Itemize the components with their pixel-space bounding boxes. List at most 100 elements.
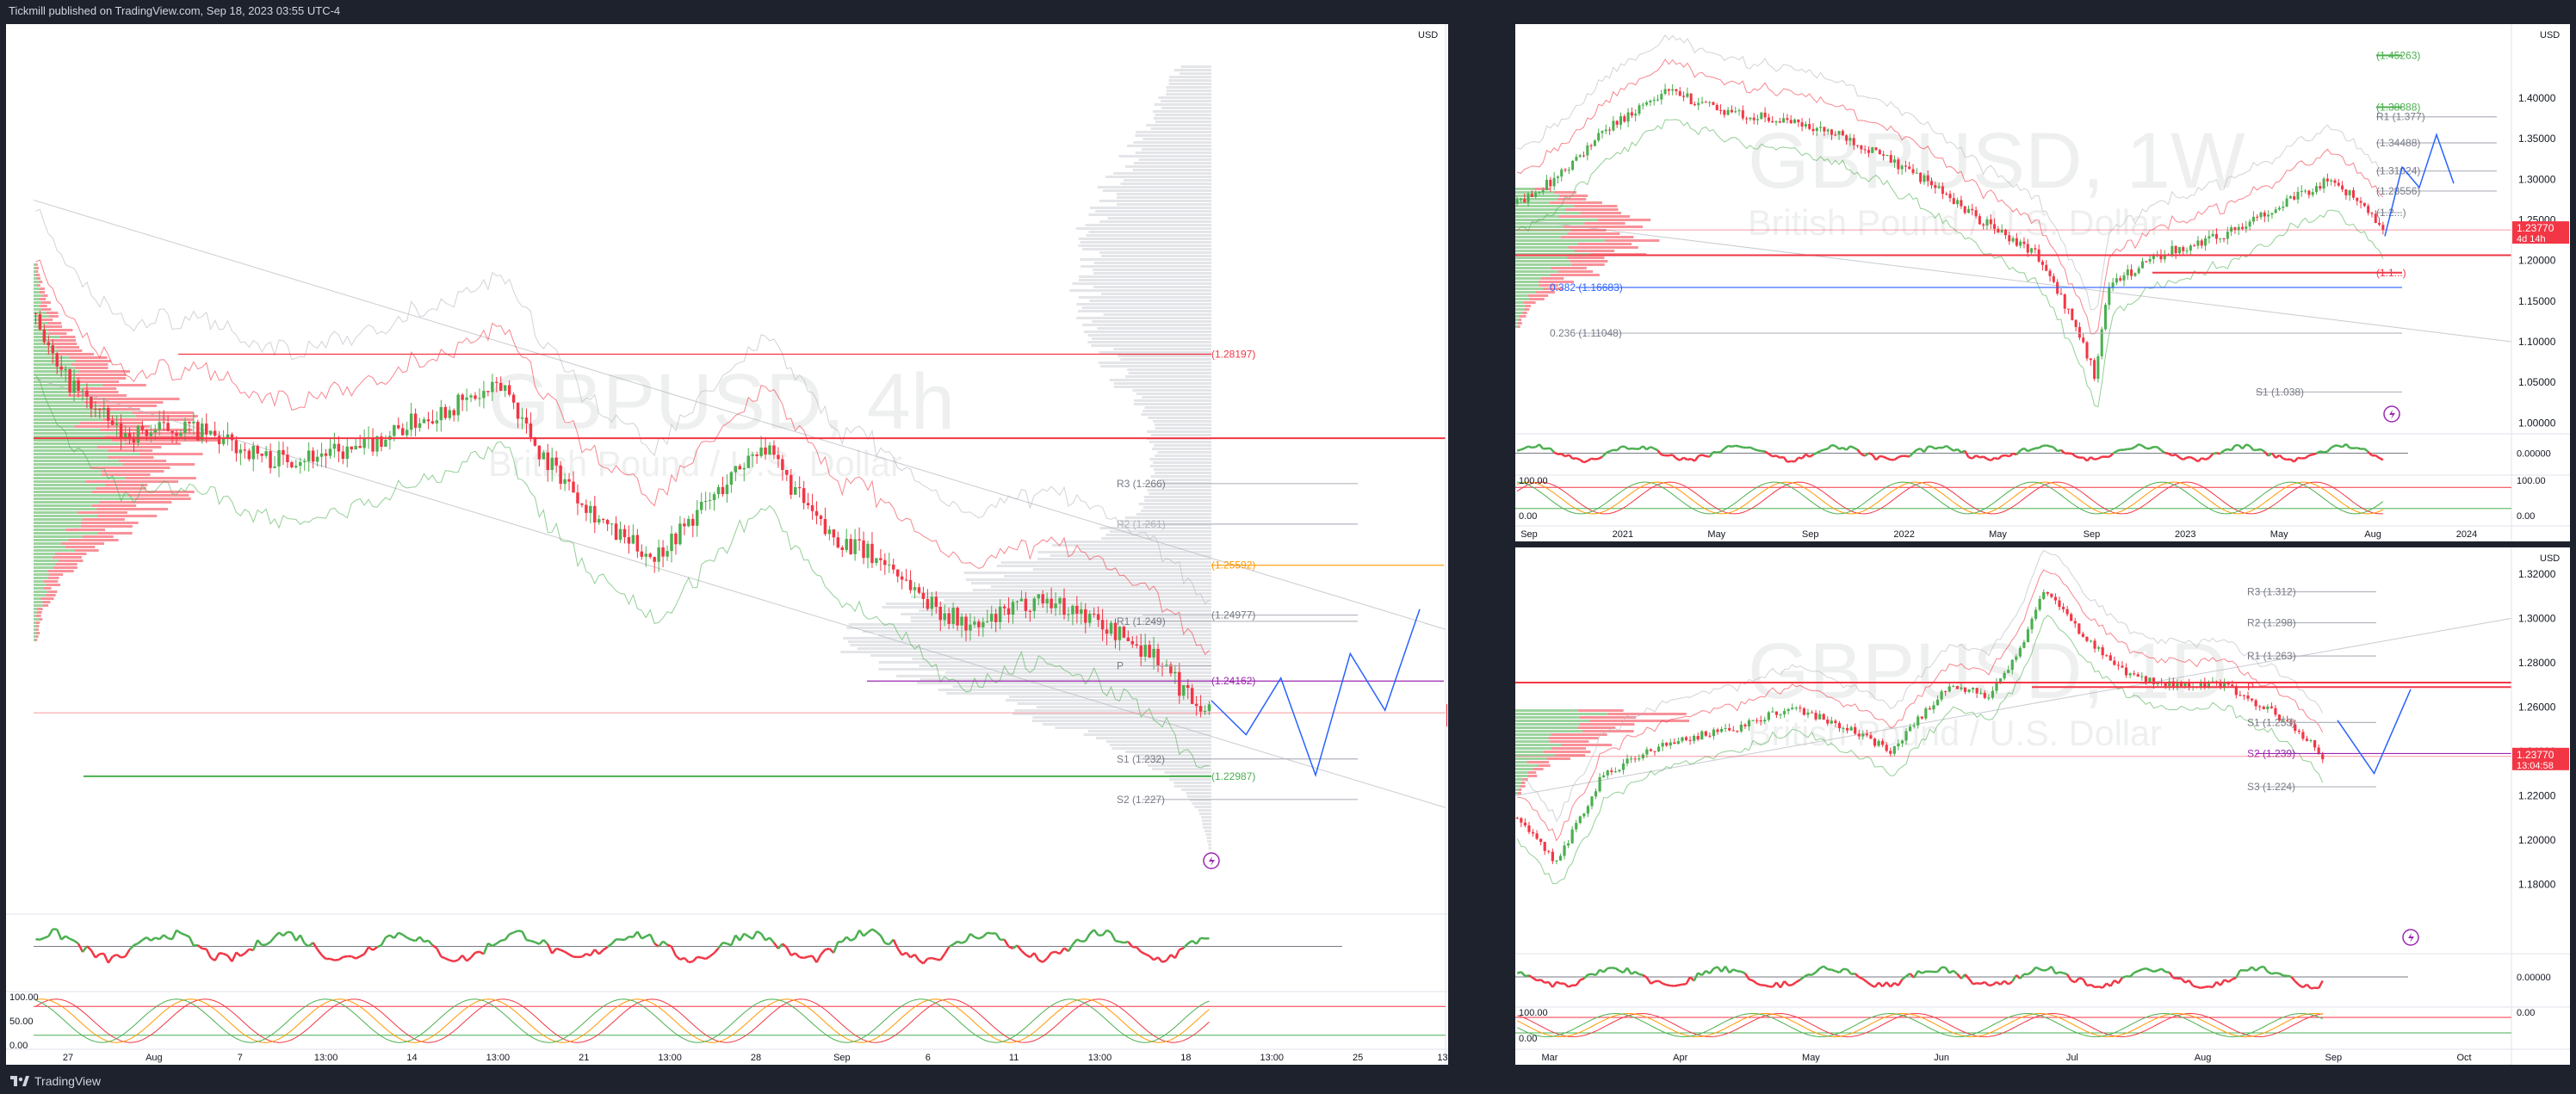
- price-tag: [2512, 221, 2569, 244]
- vp-bar-down: [1597, 219, 1651, 221]
- vp-bar-down: [1567, 232, 1620, 235]
- vp-session-bar: [1087, 730, 1211, 732]
- candle-body: [371, 437, 375, 452]
- candle-body: [2018, 647, 2022, 657]
- candle-body: [1535, 833, 1539, 839]
- vp-bar-up: [1515, 195, 1559, 197]
- candle-body: [2119, 278, 2122, 281]
- vp-bar-down: [97, 515, 158, 517]
- osc1-segment: [2367, 451, 2373, 457]
- vp-session-bar: [1086, 234, 1211, 237]
- vp-bar-up: [1515, 788, 1519, 791]
- candle-body: [282, 449, 285, 455]
- vp-bar-up: [1515, 720, 1590, 722]
- vp-bar-down: [48, 590, 58, 593]
- osc1-segment: [2278, 972, 2284, 977]
- osc1-segment: [427, 939, 434, 947]
- candle-body: [1972, 688, 1975, 690]
- candle-body: [2378, 222, 2381, 226]
- chart-panel-1w[interactable]: GBPUSD, 1W British Pound / U.S. Dollar (1.…: [1515, 24, 2570, 541]
- candle-body: [1058, 597, 1062, 604]
- candle-body: [1045, 598, 1049, 603]
- vp-session-bar: [944, 599, 1211, 602]
- osc1-segment: [343, 955, 348, 959]
- candle-body: [1900, 165, 1904, 170]
- vp-session-bar: [1154, 444, 1211, 447]
- vp-session-bar: [1146, 124, 1211, 127]
- candle-body: [1908, 166, 1911, 170]
- vp-bar-down: [111, 439, 220, 442]
- osc2-right-tick: 100.00: [2517, 476, 2546, 486]
- candle-body: [2223, 683, 2226, 689]
- level-label: (1.28556): [2376, 185, 2420, 197]
- candle-body: [1928, 708, 1932, 710]
- osc1-segment: [2074, 977, 2080, 984]
- candle-body: [1519, 199, 1522, 201]
- osc1-segment: [487, 942, 493, 948]
- candle-body: [2007, 670, 2010, 673]
- osc1-segment: [1528, 974, 1534, 980]
- osc1-segment: [424, 939, 429, 943]
- osc1-segment: [1551, 980, 1557, 988]
- vp-session-bar: [1136, 131, 1211, 133]
- vp-session-bar: [1124, 751, 1211, 753]
- osc1-segment: [2078, 977, 2084, 980]
- candle-body: [755, 454, 759, 456]
- candle-body: [1979, 692, 1983, 694]
- candle-body: [1892, 746, 1896, 754]
- vp-session-bar: [910, 596, 1211, 598]
- osc1-segment: [2082, 978, 2089, 986]
- candle-body: [2089, 358, 2092, 361]
- osc1-segment: [1634, 970, 1640, 975]
- candle-body: [879, 558, 882, 560]
- osc1-segment: [95, 953, 101, 959]
- osc1-segment: [1679, 456, 1685, 461]
- osc1-segment: [1743, 973, 1750, 980]
- osc1-segment: [1016, 944, 1023, 952]
- candle-body: [1054, 603, 1057, 609]
- candle-body: [2034, 609, 2038, 619]
- candle-body: [1555, 860, 1558, 862]
- vp-bar-up: [34, 491, 92, 493]
- vp-bar-up: [1515, 785, 1520, 788]
- osc1-segment: [1157, 956, 1163, 963]
- vp-bar-up: [34, 401, 85, 404]
- osc1-segment: [1588, 973, 1593, 976]
- osc1-segment: [1886, 457, 1892, 461]
- osc1-segment: [1811, 971, 1817, 976]
- vp-bar-down: [1525, 305, 1532, 307]
- candle-body: [1630, 112, 1633, 116]
- candle-body: [866, 543, 870, 559]
- candle-body: [2100, 329, 2103, 356]
- candle-body: [469, 395, 473, 398]
- candle-body: [2061, 607, 2065, 609]
- osc1-segment: [262, 943, 267, 947]
- x-tick-label: Sep: [1520, 529, 1538, 540]
- level-label: P: [1117, 660, 1124, 672]
- tradingview-logo-icon: [10, 1076, 29, 1087]
- osc2-line: [1517, 1012, 2323, 1038]
- candle-body: [2145, 261, 2148, 263]
- chart-panel-4h[interactable]: GBPUSD, 4h British Pound / U.S. Dollar (1.…: [6, 24, 1448, 1065]
- vp-bar-down: [91, 504, 137, 507]
- chart-panel-1d[interactable]: GBPUSD, 1D British Pound / U.S. Dollar R3 …: [1515, 547, 2570, 1065]
- candle-body: [2305, 739, 2309, 741]
- vp-bar-down: [39, 305, 47, 307]
- candle-body: [644, 553, 647, 557]
- candle-body: [1786, 709, 1790, 712]
- vp-bar-up: [34, 584, 46, 586]
- vp-session-bar: [1160, 479, 1211, 481]
- osc1-segment: [2160, 448, 2166, 454]
- osc1-segment: [1719, 448, 1725, 454]
- candle-body: [461, 394, 464, 400]
- candle-body: [725, 485, 729, 495]
- candle-body: [350, 446, 353, 450]
- candle-body: [2137, 268, 2140, 274]
- vp-bar-down: [48, 573, 64, 576]
- osc1-segment: [683, 956, 690, 963]
- osc1-segment: [2184, 979, 2190, 984]
- candle-body: [337, 443, 341, 452]
- candle-body: [1088, 614, 1092, 623]
- candle-body: [1863, 149, 1867, 151]
- osc1-segment: [1968, 456, 1973, 460]
